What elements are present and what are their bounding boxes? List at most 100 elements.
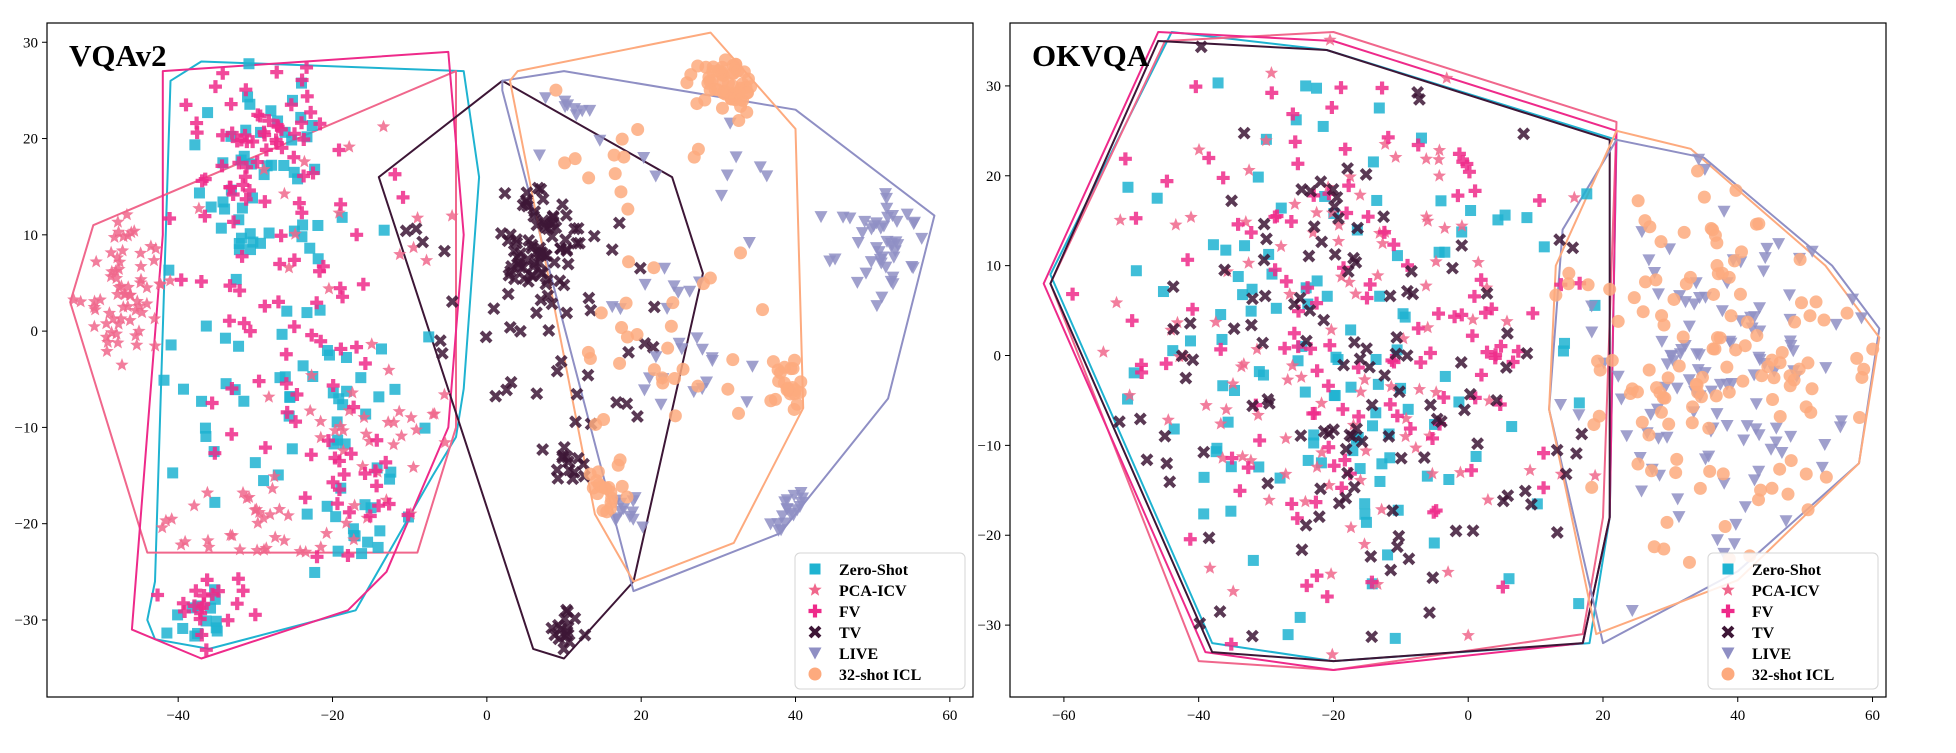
point-zero-shot — [1367, 420, 1379, 432]
point-live — [740, 396, 754, 409]
point-tv — [1179, 371, 1193, 385]
point-zero-shot — [1300, 80, 1312, 92]
point-tv — [581, 368, 595, 382]
point-pca-icv — [127, 224, 141, 237]
point-tv — [1378, 369, 1392, 382]
point-zero-shot — [1503, 573, 1515, 585]
point-fv — [1183, 532, 1197, 546]
point-pca-icv — [236, 485, 250, 499]
point-32-shot-icl — [1718, 519, 1732, 533]
point-zero-shot — [1374, 290, 1386, 302]
point-tv — [1499, 361, 1513, 374]
point-tv — [1359, 167, 1373, 181]
point-tv — [535, 248, 549, 262]
point-fv — [224, 97, 238, 111]
point-pca-icv — [1425, 466, 1439, 480]
point-fv — [295, 116, 309, 130]
point-tv — [1351, 221, 1364, 235]
point-fv — [227, 215, 241, 229]
point-tv — [1244, 318, 1258, 332]
point-32-shot-icl — [1685, 416, 1699, 430]
point-pca-icv — [1482, 393, 1496, 407]
point-pca-icv — [1419, 209, 1434, 223]
point-live — [593, 134, 607, 147]
point-tv — [1328, 248, 1342, 261]
point-fv — [1537, 446, 1551, 460]
point-fv — [1301, 281, 1315, 295]
point-fv — [240, 160, 254, 174]
legend-box — [794, 552, 966, 690]
point-fv — [297, 132, 311, 146]
point-32-shot-icl — [1703, 464, 1717, 478]
point-zero-shot — [1225, 461, 1237, 473]
point-zero-shot — [1359, 498, 1371, 510]
point-live — [1747, 474, 1761, 487]
point-zero-shot — [1397, 308, 1409, 320]
point-zero-shot — [1439, 370, 1451, 382]
point-fv — [1387, 238, 1401, 252]
legend-label-32-shot-icl: 32-shot ICL — [1752, 667, 1834, 684]
point-pca-icv — [322, 281, 336, 295]
point-zero-shot — [372, 541, 384, 553]
point-zero-shot — [1222, 416, 1234, 428]
point-zero-shot — [242, 91, 254, 103]
point-tv — [562, 635, 576, 648]
point-fv — [1160, 174, 1174, 188]
point-tv — [638, 337, 652, 350]
point-zero-shot — [1292, 355, 1304, 367]
point-zero-shot — [1391, 250, 1403, 262]
point-fv — [1291, 157, 1305, 171]
point-live — [575, 105, 589, 118]
point-pca-icv — [163, 273, 177, 287]
point-32-shot-icl — [620, 490, 634, 504]
point-pca-icv — [357, 410, 371, 424]
point-zero-shot — [1392, 504, 1404, 516]
y-tick-label: 30 — [23, 35, 38, 51]
point-tv — [1299, 334, 1313, 348]
point-pca-icv — [1235, 449, 1250, 463]
point-zero-shot — [1453, 396, 1465, 408]
point-zero-shot — [278, 160, 290, 172]
point-fv — [388, 167, 402, 181]
point-zero-shot — [1332, 354, 1344, 366]
point-tv — [570, 387, 584, 401]
point-live — [772, 524, 786, 537]
point-zero-shot — [230, 273, 242, 285]
point-tv — [1294, 429, 1308, 443]
point-tv — [545, 621, 559, 635]
point-32-shot-icl — [676, 362, 690, 376]
point-fv — [1437, 391, 1451, 405]
point-zero-shot — [306, 120, 318, 132]
x-tick-label: 60 — [942, 708, 957, 724]
point-fv — [198, 209, 212, 223]
point-live — [1752, 351, 1766, 364]
legend-marker-fv — [808, 604, 822, 618]
series-fv — [151, 60, 415, 657]
point-pca-icv — [117, 286, 132, 300]
point-pca-icv — [1226, 376, 1240, 390]
point-zero-shot — [327, 387, 339, 399]
point-live — [605, 301, 619, 314]
point-fv — [1352, 409, 1366, 423]
point-fv — [287, 253, 301, 267]
point-32-shot-icl — [1793, 253, 1807, 267]
point-tv — [1490, 393, 1504, 407]
point-pca-icv — [225, 528, 239, 542]
point-tv — [1500, 326, 1514, 340]
point-live — [775, 510, 789, 523]
point-fv — [1451, 189, 1465, 203]
point-live — [1715, 305, 1729, 318]
point-tv — [1341, 265, 1355, 278]
point-fv — [1181, 253, 1195, 267]
legend-label-pca-icv: PCA-ICV — [839, 583, 907, 600]
point-live — [569, 109, 583, 122]
point-live — [1757, 265, 1771, 278]
series-32-shot-icl — [549, 53, 808, 519]
point-tv — [1390, 540, 1404, 554]
point-tv — [1246, 399, 1260, 413]
point-tv — [1257, 217, 1271, 231]
point-pca-icv — [1306, 225, 1320, 239]
point-32-shot-icl — [668, 409, 682, 423]
point-pca-icv — [1554, 467, 1568, 480]
point-32-shot-icl — [1562, 277, 1576, 291]
